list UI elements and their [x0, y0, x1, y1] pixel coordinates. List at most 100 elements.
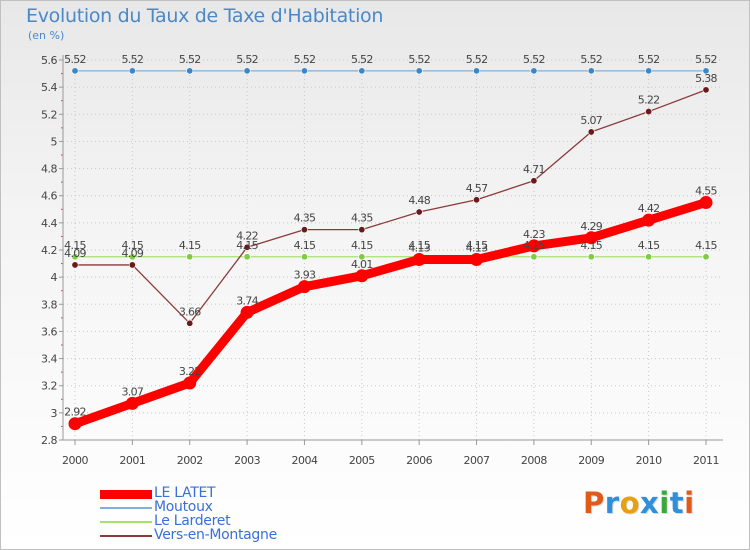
data-label: 5.52 — [236, 53, 258, 66]
data-label: 4.48 — [408, 194, 430, 207]
data-point — [186, 253, 194, 261]
chart-title: Evolution du Taux de Taxe d'Habitation — [26, 5, 384, 27]
data-label: 5.52 — [64, 53, 86, 66]
legend-item: Le Larderet — [100, 513, 340, 529]
legend-label: Vers-en-Montagne — [154, 527, 277, 543]
data-point — [183, 376, 197, 390]
data-label: 3.74 — [236, 294, 258, 307]
data-point — [702, 86, 710, 94]
series-line-le-latet — [70, 198, 711, 429]
data-label: 4.35 — [351, 212, 373, 225]
y-tick-label: 5 — [51, 135, 58, 148]
x-tick-label: 2005 — [349, 454, 375, 467]
legend-item: LE LATET — [100, 485, 340, 501]
data-point — [530, 253, 538, 261]
data-label: 4.15 — [351, 239, 373, 252]
data-label: 4.15 — [408, 239, 430, 252]
data-label: 2.92 — [64, 406, 86, 419]
proxiti-logo: Proxiti — [583, 486, 695, 520]
x-tick-label: 2008 — [521, 454, 547, 467]
data-point — [587, 128, 595, 136]
series-markers — [68, 67, 713, 431]
y-tick-label: 4 — [51, 271, 58, 284]
data-point — [530, 67, 538, 75]
x-tick-label: 2004 — [291, 454, 317, 467]
data-label: 5.52 — [466, 53, 488, 66]
data-label: 3.93 — [294, 269, 316, 282]
y-tick-label: 4.4 — [41, 217, 57, 230]
legend-swatch — [100, 507, 152, 509]
data-labels: 2.92 3.07 3.22 3.74 3.93 4.01 4.13 4.13 4.23 4.29… — [64, 53, 718, 419]
y-tick-label: 2.8 — [41, 434, 57, 447]
data-point — [587, 67, 595, 75]
data-label: 4.15 — [466, 239, 488, 252]
x-tick-label: 2002 — [177, 454, 203, 467]
data-point — [243, 67, 251, 75]
data-label: 4.42 — [638, 202, 660, 215]
data-label: 4.57 — [466, 182, 488, 195]
y-tick-label: 3.6 — [41, 325, 57, 338]
data-point — [297, 280, 311, 294]
data-label: 4.15 — [638, 239, 660, 252]
data-label: 5.52 — [695, 53, 717, 66]
data-point — [473, 67, 481, 75]
data-label: 4.09 — [64, 247, 86, 260]
y-tick-label: 5.4 — [41, 81, 57, 94]
data-point — [355, 269, 369, 283]
x-tick-label: 2006 — [406, 454, 432, 467]
data-point — [412, 253, 426, 266]
x-tick-label: 2007 — [464, 454, 490, 467]
data-label: 5.52 — [638, 53, 660, 66]
data-label: 4.01 — [351, 258, 373, 271]
data-point — [358, 226, 366, 234]
x-tick-label: 2001 — [119, 454, 145, 467]
x-tick-label: 2009 — [578, 454, 604, 467]
data-point — [645, 67, 653, 75]
data-point — [584, 231, 598, 245]
data-point — [300, 226, 308, 234]
y-tick-label: 5.6 — [41, 54, 57, 67]
x-tick-label: 2003 — [234, 454, 260, 467]
data-point — [415, 208, 423, 216]
data-label: 4.35 — [294, 212, 316, 225]
data-point — [128, 253, 136, 261]
data-label: 3.22 — [179, 365, 201, 378]
data-label: 5.07 — [580, 114, 602, 127]
data-point — [702, 253, 710, 261]
data-label: 5.52 — [122, 53, 144, 66]
data-label: 4.15 — [695, 239, 717, 252]
data-label: 5.52 — [179, 53, 201, 66]
data-label: 3.07 — [122, 385, 144, 398]
data-label: 4.22 — [236, 229, 258, 242]
legend-swatch — [100, 489, 152, 499]
data-point — [415, 67, 423, 75]
data-point — [71, 253, 79, 261]
legend-label: Moutoux — [154, 499, 213, 515]
legend-item: Vers-en-Montagne — [100, 527, 340, 543]
data-label: 4.15 — [236, 239, 258, 252]
data-point — [128, 67, 136, 75]
data-point — [71, 67, 79, 75]
data-label: 4.13 — [408, 242, 430, 255]
data-point — [186, 67, 194, 75]
data-point — [470, 253, 484, 266]
data-point — [243, 253, 251, 261]
data-point — [128, 261, 136, 269]
data-label: 4.15 — [122, 239, 144, 252]
data-label: 4.15 — [64, 239, 86, 252]
data-point — [699, 196, 713, 209]
grid — [63, 55, 723, 440]
data-label: 5.52 — [294, 53, 316, 66]
data-point — [300, 253, 308, 261]
data-point — [587, 253, 595, 261]
data-label: 5.52 — [408, 53, 430, 66]
y-tick-label: 4.6 — [41, 190, 57, 203]
legend-swatch — [100, 521, 152, 523]
data-label: 5.52 — [580, 53, 602, 66]
data-point — [71, 261, 79, 269]
chart-subtitle: (en %) — [28, 29, 65, 42]
data-point — [702, 67, 710, 75]
series-line-vers-en-montagne — [74, 89, 707, 324]
y-tick-label: 3.4 — [41, 353, 57, 366]
